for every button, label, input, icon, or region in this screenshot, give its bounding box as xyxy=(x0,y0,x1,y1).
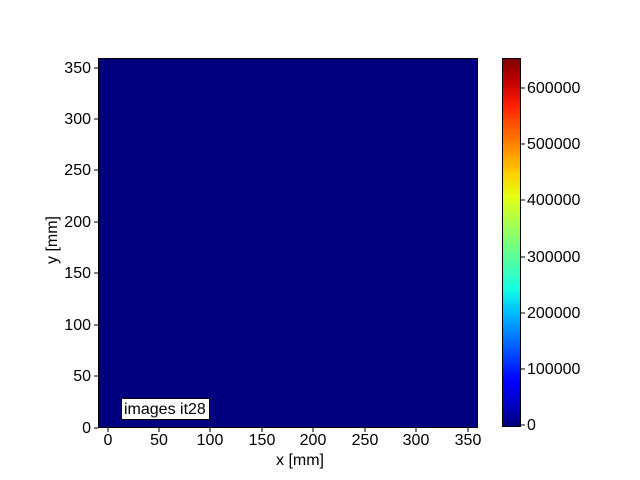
svg-text:500000: 500000 xyxy=(527,136,580,153)
svg-text:350: 350 xyxy=(455,432,482,449)
svg-text:600000: 600000 xyxy=(527,80,580,97)
svg-text:300: 300 xyxy=(403,432,430,449)
svg-text:150: 150 xyxy=(64,265,91,282)
svg-text:250: 250 xyxy=(352,432,379,449)
svg-text:100: 100 xyxy=(64,317,91,334)
svg-text:0: 0 xyxy=(527,417,536,434)
svg-text:400000: 400000 xyxy=(527,192,580,209)
svg-text:350: 350 xyxy=(64,60,91,77)
svg-text:200: 200 xyxy=(300,432,327,449)
svg-text:150: 150 xyxy=(249,432,276,449)
svg-text:100: 100 xyxy=(197,432,224,449)
svg-text:300: 300 xyxy=(64,111,91,128)
svg-text:250: 250 xyxy=(64,162,91,179)
svg-text:0: 0 xyxy=(82,420,91,437)
svg-text:x [mm]: x [mm] xyxy=(276,452,324,469)
svg-text:300000: 300000 xyxy=(527,249,580,266)
svg-text:50: 50 xyxy=(150,432,168,449)
svg-text:50: 50 xyxy=(73,368,91,385)
svg-text:y [mm]: y [mm] xyxy=(44,216,61,264)
svg-text:100000: 100000 xyxy=(527,361,580,378)
svg-text:0: 0 xyxy=(104,432,113,449)
svg-text:200: 200 xyxy=(64,214,91,231)
svg-text:200000: 200000 xyxy=(527,305,580,322)
svg-text:images it28: images it28 xyxy=(124,401,206,418)
